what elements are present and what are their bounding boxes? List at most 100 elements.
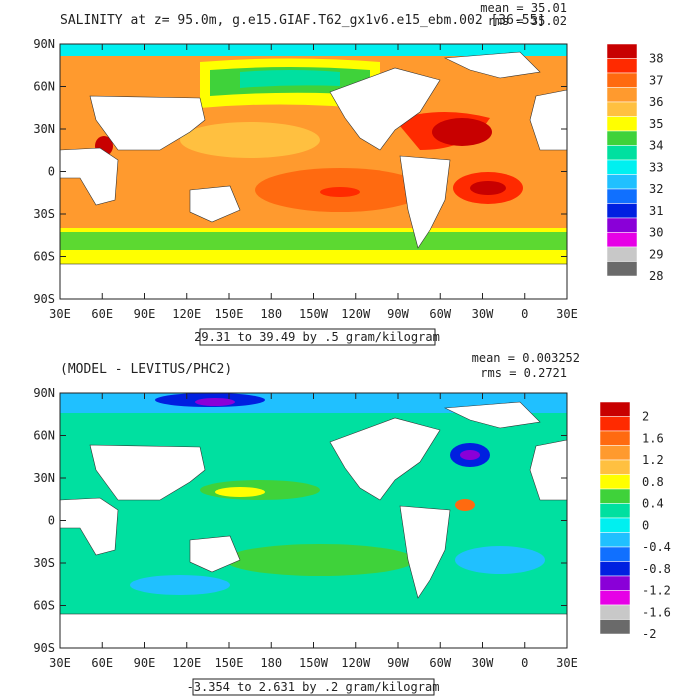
y-tick-label: 60N — [33, 80, 55, 94]
y-tick-label: 60N — [33, 429, 55, 443]
diff-south-america-land — [399, 505, 451, 599]
colorbar-label: 37 — [649, 73, 663, 87]
diff-south-atlantic-blue — [455, 546, 545, 574]
colorbar-label: 32 — [649, 182, 663, 196]
diff-africa-land — [59, 497, 119, 556]
x-tick-label: 30W — [472, 307, 494, 321]
diff-green-pacific-s — [225, 544, 415, 576]
x-tick-label: 150E — [215, 656, 244, 670]
y-tick-label: 0 — [48, 514, 55, 528]
panel2-mean: mean = 0.003252 — [472, 351, 580, 365]
y-tick-label: 30N — [33, 471, 55, 485]
colorbar-label: 0 — [642, 518, 649, 532]
colorbar-label: 0.8 — [642, 475, 664, 489]
europe-africa-east-land — [529, 89, 568, 151]
north-atlantic-core — [432, 118, 492, 146]
x-tick-label: 30E — [49, 307, 71, 321]
colorbar-swatch — [599, 503, 631, 519]
y-tick-label: 30N — [33, 122, 55, 136]
colorbar-swatch — [599, 517, 631, 533]
x-tick-label: 120E — [172, 307, 201, 321]
colorbar-swatch — [606, 145, 638, 161]
difference-map — [59, 393, 568, 649]
diff-australia-land — [189, 535, 241, 573]
colorbar-label: 1.6 — [642, 431, 664, 445]
panel1-range-box — [199, 328, 436, 346]
x-tick-label: 120E — [172, 656, 201, 670]
colorbar-label: 31 — [649, 204, 663, 218]
colorbar-label: -1.6 — [642, 605, 671, 619]
diff-greenland-land — [443, 401, 541, 429]
colorbar-label: 28 — [649, 269, 663, 283]
colorbar-label: 2 — [642, 410, 649, 424]
colorbar-label: 1.2 — [642, 453, 664, 467]
colorbar-swatch — [606, 87, 638, 103]
colorbar-swatch — [606, 130, 638, 146]
colorbar-swatch — [599, 416, 631, 432]
colorbar-swatch — [599, 546, 631, 562]
south-atlantic-core — [470, 181, 506, 195]
diff-ocean-base — [60, 393, 567, 648]
diff-blue-south — [130, 575, 230, 595]
diff-europe-africa-east-land — [529, 439, 568, 501]
x-tick-label: 150E — [215, 307, 244, 321]
colorbar-label: 36 — [649, 95, 663, 109]
colorbar-swatch — [606, 246, 638, 262]
panel2-colorbar: 2 1.6 1.2 0.8 0.4 0 -0.4 -0.8 -1.2 -1.6 -2 — [599, 401, 671, 641]
colorbar-swatch — [606, 116, 638, 132]
colorbar-swatch — [599, 575, 631, 591]
colorbar-label: 0.4 — [642, 497, 664, 511]
diff-yellow-pacific — [215, 487, 265, 497]
pacific-south-core — [320, 187, 360, 197]
colorbar-swatch — [606, 188, 638, 204]
y-tick-label: 90S — [33, 292, 55, 306]
colorbar-swatch — [599, 430, 631, 446]
x-tick-label: 90E — [134, 656, 156, 670]
x-tick-label: 180 — [260, 656, 282, 670]
x-tick-label: 30E — [49, 656, 71, 670]
colorbar-swatch — [599, 561, 631, 577]
colorbar-label: 35 — [649, 117, 663, 131]
x-tick-label: 0 — [521, 656, 528, 670]
panel2-rms: rms = 0.2721 — [480, 366, 567, 380]
pacific-north-gyre — [180, 122, 320, 158]
colorbar-swatch — [599, 590, 631, 606]
diff-north-america-land — [329, 417, 441, 501]
panel2-range-label: -3.354 to 2.631 by .2 gram/kilogram — [187, 680, 440, 694]
colorbar-swatch — [606, 174, 638, 190]
colorbar-swatch — [599, 604, 631, 620]
x-tick-label: 30E — [556, 656, 578, 670]
south-band-yellow-2 — [60, 250, 567, 264]
y-tick-label: 30S — [33, 556, 55, 570]
colorbar-swatch — [599, 488, 631, 504]
y-tick-label: 60S — [33, 250, 55, 264]
panel1-range-label: 29.31 to 39.49 by .5 gram/kilogram — [194, 330, 440, 344]
colorbar-label: -1.2 — [642, 584, 671, 598]
south-america-land — [399, 155, 451, 249]
colorbar-swatch — [606, 159, 638, 175]
diff-orange-amazon — [455, 499, 475, 511]
colorbar-swatch — [606, 261, 638, 277]
x-tick-label: 90W — [387, 307, 409, 321]
colorbar-swatch — [606, 101, 638, 117]
colorbar-label: 38 — [649, 52, 663, 66]
x-tick-label: 120W — [341, 656, 371, 670]
x-tick-label: 0 — [521, 307, 528, 321]
colorbar-label: 30 — [649, 226, 663, 240]
greenland-land — [443, 51, 541, 79]
diff-arctic-purple — [195, 398, 235, 406]
difference-panel: (MODEL - LEVITUS/PHC2) mean = 0.003252 r… — [33, 351, 671, 696]
colorbar-swatch — [599, 459, 631, 475]
y-tick-label: 90N — [33, 386, 55, 400]
north-pacific-cyan — [240, 70, 340, 88]
colorbar-label: 29 — [649, 247, 663, 261]
y-tick-label: 0 — [48, 165, 55, 179]
panel1-rms: rms = 35.02 — [488, 14, 567, 28]
x-tick-label: 30E — [556, 307, 578, 321]
y-tick-label: 60S — [33, 599, 55, 613]
x-tick-label: 150W — [299, 656, 329, 670]
colorbar-label: -2 — [642, 627, 656, 641]
colorbar-swatch — [599, 445, 631, 461]
y-tick-label: 30S — [33, 207, 55, 221]
colorbar-label: -0.4 — [642, 540, 671, 554]
